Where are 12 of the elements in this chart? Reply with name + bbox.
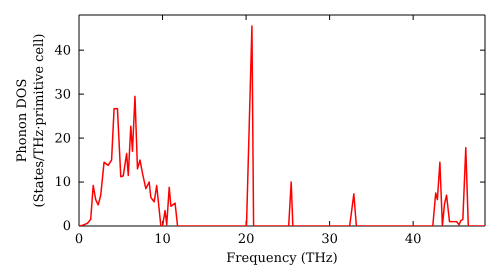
y-tick-label: 30	[54, 87, 71, 102]
y-tick-label: 0	[62, 219, 71, 234]
x-tick-label: 10	[154, 232, 171, 248]
y-tick-label: 40	[54, 43, 71, 58]
y-tick-label: 10	[54, 175, 71, 190]
x-tick-label: 20	[238, 232, 254, 248]
x-tick-label: 40	[404, 232, 422, 248]
y-tick-label: 20	[54, 131, 71, 146]
x-tick-label: 30	[321, 232, 338, 248]
y-axis-title: Phonon DOS (States/THz·primitive cell)	[15, 33, 47, 208]
x-tick-label: 0	[74, 232, 84, 248]
x-axis-title: Frequency (THz)	[226, 251, 338, 266]
